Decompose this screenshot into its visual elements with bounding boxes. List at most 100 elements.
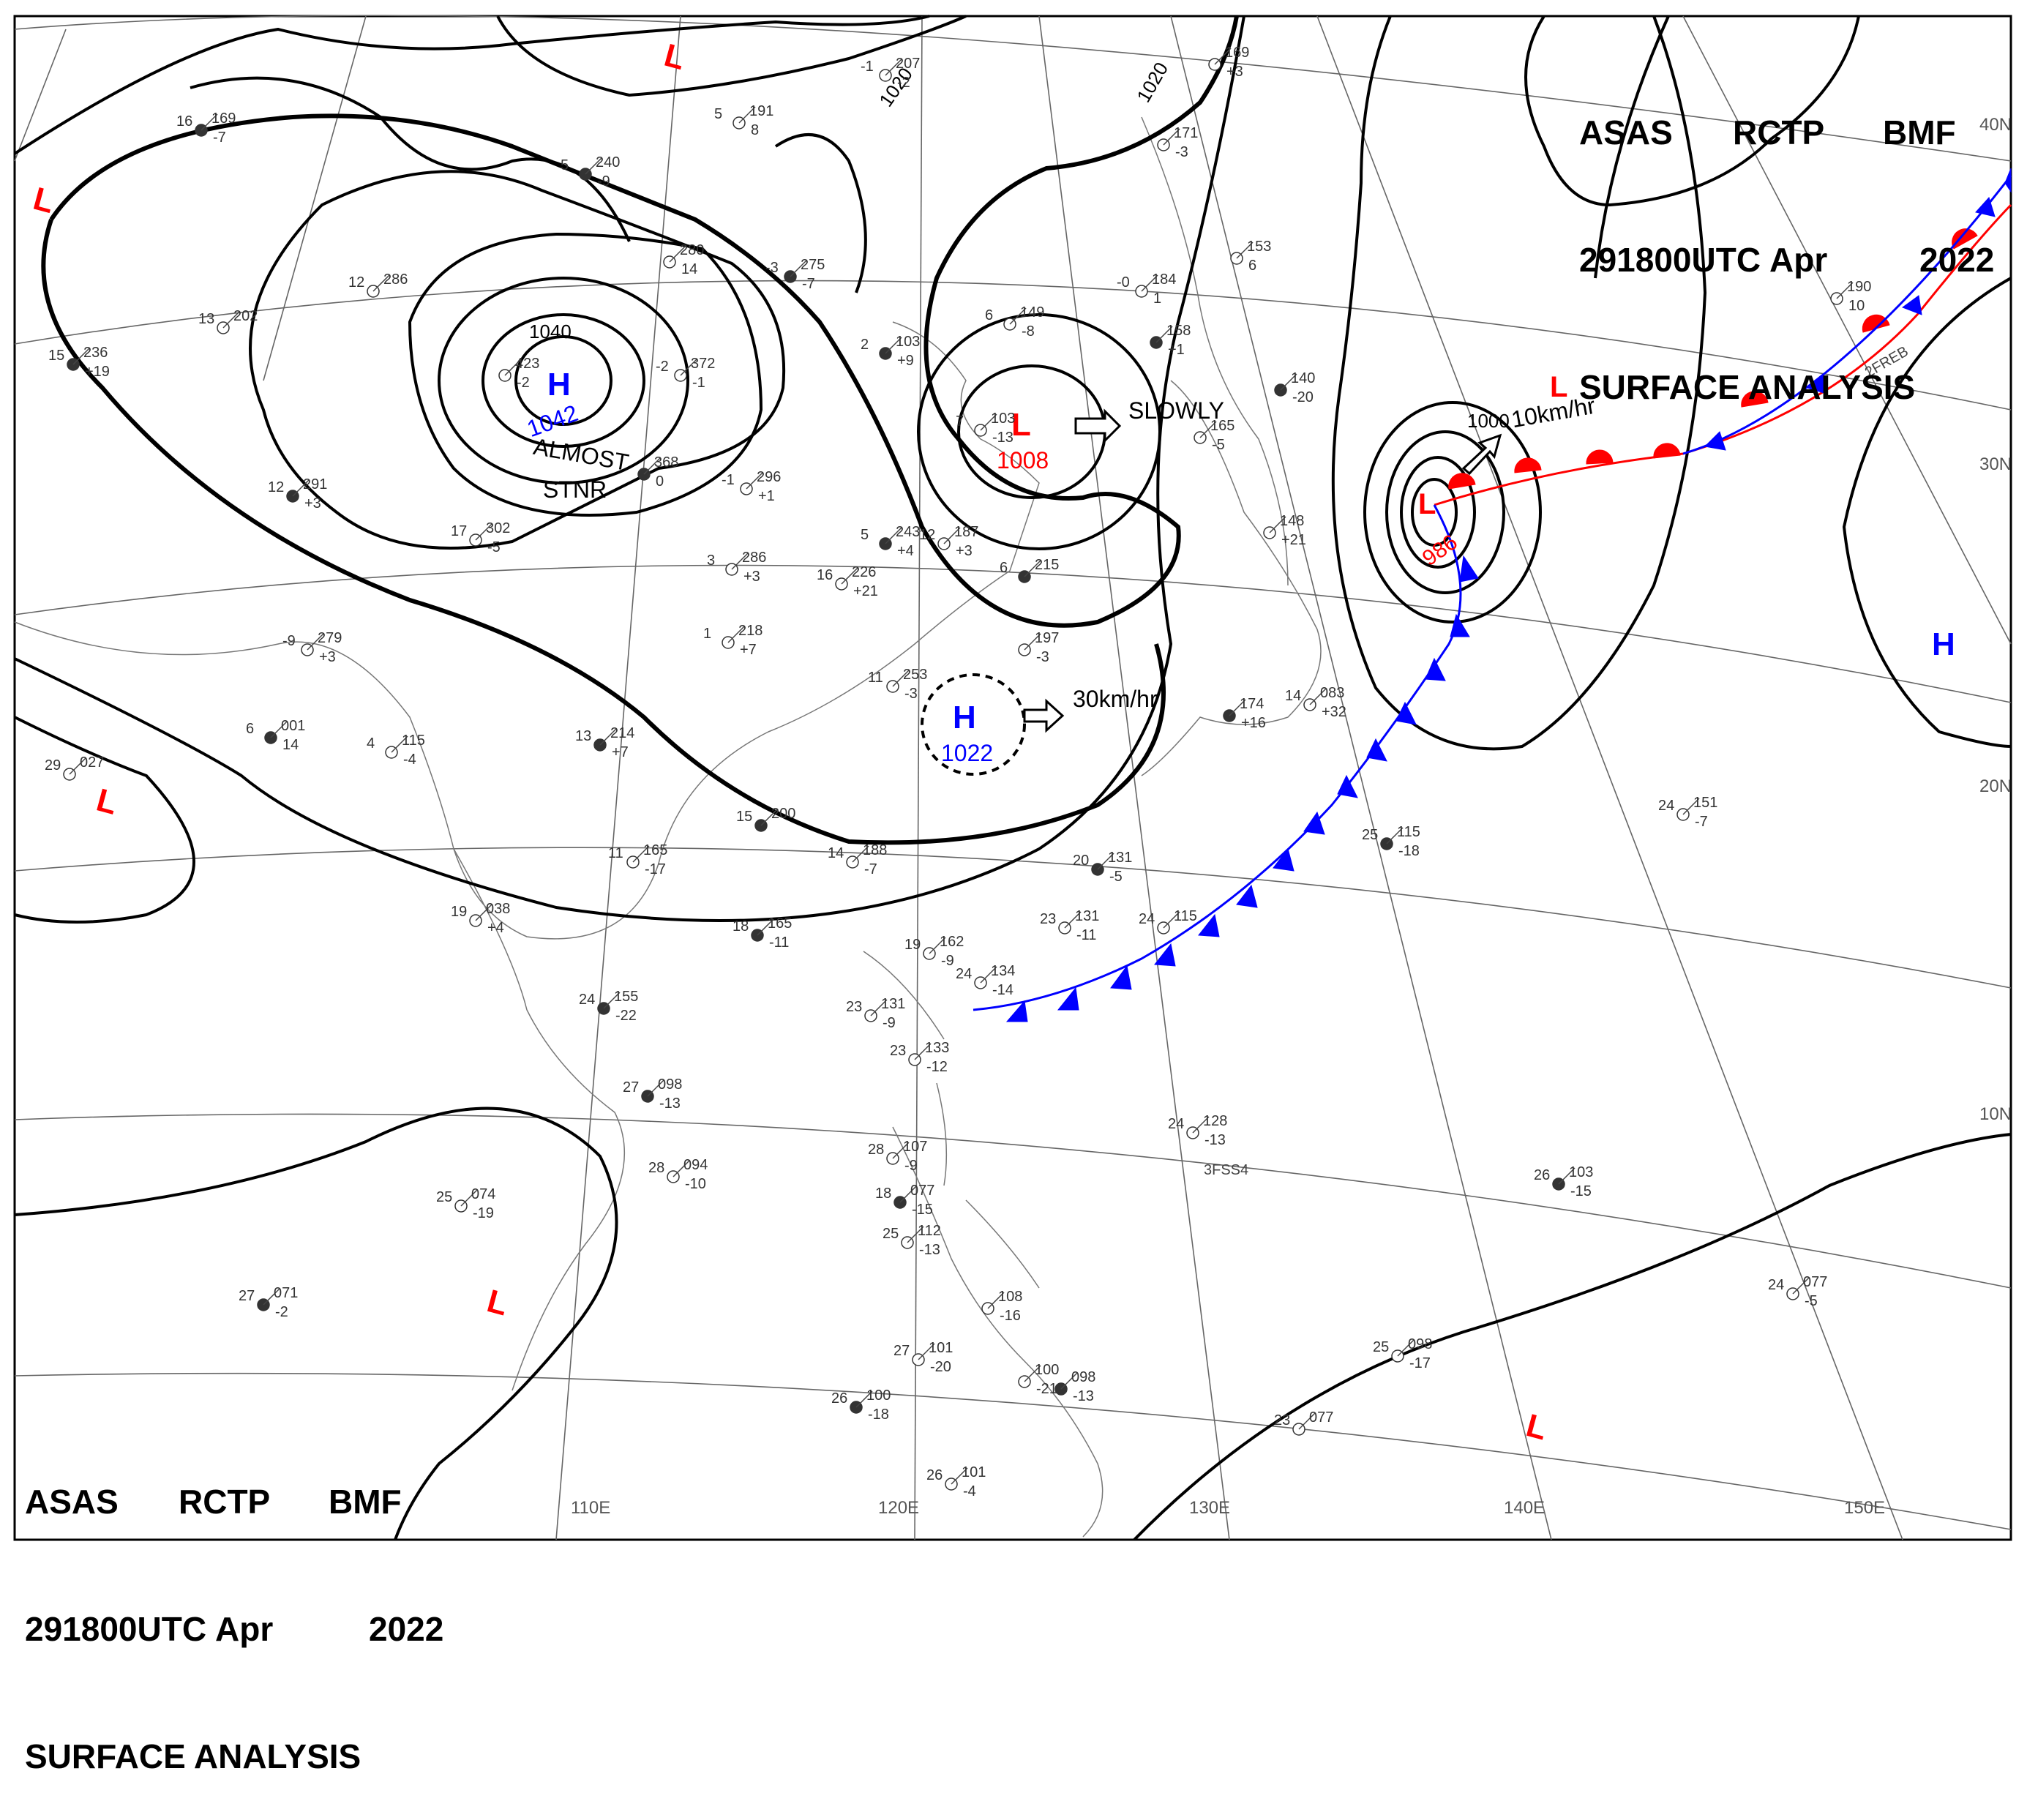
station-temperature: 20 [1073, 853, 1089, 869]
station-temperature: 15 [736, 809, 752, 825]
wind-barb [760, 809, 778, 826]
wind-barb [669, 245, 686, 263]
station-temperature: 5 [714, 106, 722, 122]
low-symbol: L [1523, 1407, 1551, 1447]
wind-barb [647, 1079, 664, 1097]
wind-barb [1060, 1372, 1078, 1390]
station-pressure: 184 [1152, 271, 1176, 288]
warm-front [1434, 203, 2012, 506]
station-temperature: 14 [1285, 688, 1301, 704]
station-plot: 23 131 -11 [1040, 908, 1099, 943]
station-tendency: 8 [751, 122, 759, 138]
station-pressure: 077 [1803, 1274, 1827, 1290]
station-temperature: 24 [579, 992, 595, 1008]
wind-barb [841, 567, 858, 585]
station-tendency: 10 [1848, 298, 1865, 314]
wind-barb [899, 1186, 917, 1203]
station-plot: -9 279 +3 [282, 630, 342, 665]
wind-barb [1309, 688, 1327, 705]
wind-barb [391, 735, 408, 753]
station-plot: -2 372 -1 [656, 356, 715, 391]
station-pressure: 214 [610, 725, 634, 741]
station-temperature: 12 [919, 527, 935, 543]
station-tendency: +32 [1322, 704, 1346, 720]
station-temperature: 1 [703, 626, 711, 642]
station-tendency: -18 [1398, 843, 1420, 859]
wind-barb [672, 1160, 690, 1177]
station-plot: 24 115 [1139, 908, 1197, 935]
station-plot: 4 115 -4 [367, 733, 425, 768]
station-plot: 423-2 [498, 356, 539, 391]
wind-barb [892, 670, 910, 687]
station-tendency: -20 [1292, 389, 1314, 405]
wind-barb [1064, 911, 1082, 929]
station-tendency: -19 [473, 1205, 494, 1221]
station-plot: 23 133 -12 [890, 1040, 949, 1075]
station-pressure: 165 [1210, 418, 1234, 434]
wind-barb [460, 1189, 478, 1207]
station-pressure: 038 [486, 901, 510, 917]
station-pressure: 215 [1035, 557, 1059, 573]
station-temperature: 16 [176, 113, 192, 130]
station-tendency: -13 [1073, 1388, 1094, 1404]
station-pressure: 115 [1174, 908, 1197, 924]
station-temperature: 23 [890, 1043, 906, 1059]
station-tendency: -22 [615, 1008, 637, 1024]
station-temperature: 24 [1768, 1277, 1784, 1293]
station-tendency: +1 [758, 488, 775, 504]
station-tendency: +9 [897, 353, 914, 369]
station-tendency: +3 [956, 543, 973, 559]
station-pressure: 108 [998, 1289, 1022, 1305]
wind-barb [980, 413, 997, 431]
station-plot: 24 134 -14 [956, 963, 1015, 998]
station-pressure: 218 [738, 623, 763, 639]
pressure-center-h1022: H 1022 30km/hr [941, 686, 1158, 766]
wind-barb [72, 348, 90, 365]
header-line3: SURFACE ANALYSIS [1579, 368, 1916, 406]
station-pressure: 155 [614, 989, 638, 1005]
wind-barb [504, 359, 522, 376]
station-pressure: 074 [471, 1186, 495, 1202]
station-temperature: 14 [828, 845, 844, 861]
station-plot: 6 215 [1000, 557, 1059, 583]
station-tendency: -8 [1022, 323, 1035, 340]
station-temperature: 6 [985, 307, 993, 323]
station-temperature: 2 [861, 337, 869, 353]
station-pressure: 169 [211, 111, 236, 127]
station-tendency: -16 [1000, 1308, 1021, 1324]
station-pressure: 174 [1240, 696, 1264, 712]
station-tendency: -2 [517, 375, 530, 391]
high-symbol: H [547, 367, 571, 402]
station-plot: -3 275 -7 [765, 257, 825, 292]
station-plot: 165-5 [1194, 418, 1234, 453]
station-temperature: -1 [722, 472, 735, 488]
station-tendency: -18 [868, 1407, 889, 1423]
station-pressure: 148 [1280, 513, 1304, 529]
wind-barb [738, 106, 756, 124]
station-pressure: 187 [954, 524, 978, 540]
station-pressure: 169 [1225, 45, 1249, 61]
low-symbol: L [661, 37, 689, 77]
wind-barb [270, 721, 288, 738]
header-line2-col2: Apr [215, 1610, 274, 1648]
station-pressure: 128 [1203, 1113, 1227, 1129]
isobar-label-1000: 1000 [1467, 410, 1510, 432]
station-pressure: 190 [1847, 279, 1871, 295]
station-tendency: -5 [1109, 869, 1123, 885]
station-plot: -1 207 -2 [861, 56, 920, 91]
station-pressure: 133 [925, 1040, 949, 1056]
station-plot: 5 243 +4 [861, 524, 920, 559]
station-plot: 26 103 -15 [1534, 1164, 1593, 1199]
station-temperature: 26 [831, 1390, 847, 1407]
station-pressure: 103 [991, 411, 1015, 427]
station-pressure: 236 [83, 345, 108, 361]
header-line1-col2: RCTP [1733, 113, 1825, 151]
station-pressure: 162 [940, 934, 964, 950]
station-temperature: 12 [268, 479, 284, 495]
surface-analysis-map: 1040 1020 1020 1000 [13, 15, 2012, 1541]
wind-barb [201, 113, 218, 131]
wind-barb [1155, 326, 1173, 343]
station-temperature: 28 [868, 1142, 884, 1158]
station-pressure: 423 [515, 356, 539, 372]
wind-barb [1558, 1167, 1575, 1185]
